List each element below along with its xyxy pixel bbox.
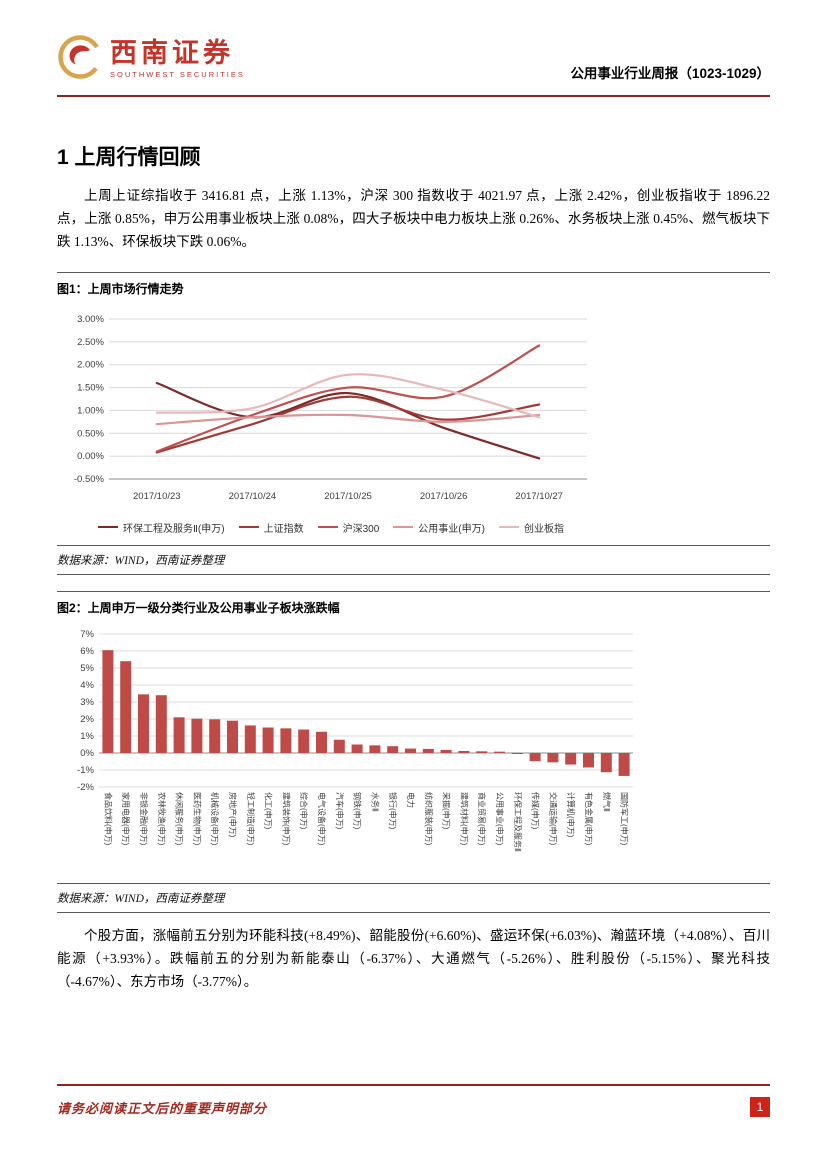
report-title: 公用事业行业周报（1023-1029）: [570, 66, 770, 81]
stock-movers-paragraph: 个股方面，涨幅前五分别为环能科技(+8.49%)、韶能股份(+6.60%)、盛运…: [57, 927, 770, 989]
legend-line-swatch: [317, 526, 338, 529]
chart-legend: 环保工程及服务Ⅱ(申万) 上证指数 沪深300 公用事业(申万) 创业板指: [61, 514, 601, 545]
svg-text:建筑材料(申万): 建筑材料(申万): [459, 792, 469, 846]
svg-text:2017/10/23: 2017/10/23: [133, 491, 181, 502]
svg-text:建筑装饰(申万): 建筑装饰(申万): [281, 792, 291, 846]
svg-text:1%: 1%: [80, 731, 94, 742]
svg-text:轻工制造(申万): 轻工制造(申万): [246, 792, 256, 846]
company-logo: 西南证券 SOUTHWEST SECURITIES: [57, 34, 245, 85]
svg-text:农林牧渔(申万): 农林牧渔(申万): [157, 792, 167, 846]
svg-text:6%: 6%: [80, 646, 94, 657]
svg-text:-2%: -2%: [77, 782, 94, 793]
legend-line-swatch: [498, 526, 519, 529]
svg-text:2.00%: 2.00%: [77, 360, 104, 371]
svg-text:公用事业(申万): 公用事业(申万): [495, 792, 505, 846]
section-heading: 1 上周行情回顾: [57, 146, 201, 169]
svg-text:汽车(申万): 汽车(申万): [335, 792, 345, 830]
svg-text:商业贸易(申万): 商业贸易(申万): [477, 792, 487, 846]
svg-text:食品饮料(申万): 食品饮料(申万): [103, 792, 113, 846]
figure-1-source-note: 数据来源：WIND，西南证券整理: [57, 544, 770, 575]
figure-1: 图1：上周市场行情走势 3.00% 2.50% 2.00% 1.50% 1.00% 0.5…: [57, 271, 770, 575]
svg-text:5%: 5%: [80, 663, 94, 674]
svg-text:2%: 2%: [80, 714, 94, 725]
legend-item: 上证指数: [238, 520, 304, 535]
svg-text:-1%: -1%: [77, 765, 94, 776]
svg-text:医药生物(申万): 医药生物(申万): [192, 792, 202, 846]
svg-text:机械设备(申万): 机械设备(申万): [210, 792, 220, 846]
legend-line-swatch: [238, 526, 259, 529]
svg-text:1.50%: 1.50%: [77, 382, 104, 393]
svg-text:-0.50%: -0.50%: [74, 474, 105, 485]
svg-text:0.50%: 0.50%: [77, 428, 104, 439]
logo-cn-text: 西南证券: [110, 38, 234, 69]
svg-text:国防军工(申万): 国防军工(申万): [620, 792, 630, 846]
legend-item: 环保工程及服务Ⅱ(申万): [98, 520, 225, 535]
svg-text:2017/10/26: 2017/10/26: [420, 491, 468, 502]
svg-text:非银金融(申万): 非银金融(申万): [139, 792, 149, 846]
market-trend-line-chart: 3.00% 2.50% 2.00% 1.50% 1.00% 0.50% 0.00% -0.50…: [74, 314, 587, 502]
svg-text:3.00%: 3.00%: [77, 314, 104, 325]
legend-line-swatch: [393, 526, 414, 529]
svg-text:2.50%: 2.50%: [77, 337, 104, 348]
svg-text:钢铁(申万): 钢铁(申万): [353, 792, 363, 830]
logo-en-text: SOUTHWEST SECURITIES: [110, 70, 245, 80]
figure-1-title: 图1：上周市场行情走势: [57, 281, 184, 296]
svg-text:房地产(申万): 房地产(申万): [228, 792, 238, 838]
page-header: 西南证券 SOUTHWEST SECURITIES 公用事业行业周报（1023-…: [57, 0, 770, 97]
svg-text:电气设备(申万): 电气设备(申万): [317, 792, 327, 846]
legend-label: 公用事业(申万): [418, 523, 485, 535]
svg-text:7%: 7%: [80, 629, 94, 640]
svg-text:1.00%: 1.00%: [77, 405, 104, 416]
legend-label: 创业板指: [523, 523, 564, 535]
svg-text:2017/10/25: 2017/10/25: [324, 491, 372, 502]
logo-swirl-icon: [57, 34, 103, 85]
svg-text:传媒(申万): 传媒(申万): [531, 792, 541, 830]
industry-change-bar-chart: 7% 6% 5% 4% 3% 2% 1% 0% -1% -2% 食品饮料(申万) 家用电器(申万) 非银…: [77, 629, 633, 852]
market-summary-paragraph: 上周上证综指收于 3416.81 点，上涨 1.13%，沪深 300 指数收于 …: [57, 188, 770, 249]
figure-2: 图2：上周申万一级分类行业及公用事业子板块涨跌幅 7% 6% 5% 4% 3% 2% 1% 0…: [57, 590, 770, 913]
svg-text:电力: 电力: [406, 792, 416, 808]
svg-text:2017/10/24: 2017/10/24: [229, 491, 277, 502]
svg-text:纺织服装(申万): 纺织服装(申万): [424, 792, 434, 846]
svg-text:银行(申万): 银行(申万): [388, 792, 398, 830]
legend-label: 环保工程及服务Ⅱ(申万): [123, 523, 225, 535]
legend-item: 沪深300: [317, 520, 380, 535]
svg-text:2017/10/27: 2017/10/27: [515, 491, 563, 502]
svg-text:4%: 4%: [80, 680, 94, 691]
svg-text:3%: 3%: [80, 697, 94, 708]
page-footer: 请务必阅读正文后的重要声明部分 1: [57, 1084, 770, 1117]
svg-text:计算机(申万): 计算机(申万): [566, 792, 576, 838]
svg-text:燃气Ⅱ: 燃气Ⅱ: [602, 792, 612, 812]
legend-label: 沪深300: [342, 523, 380, 535]
figure-2-source-note: 数据来源：WIND，西南证券整理: [57, 882, 770, 913]
svg-text:交通运输(申万): 交通运输(申万): [548, 792, 558, 846]
svg-text:家用电器(申万): 家用电器(申万): [121, 792, 131, 846]
page-number-badge: 1: [750, 1097, 770, 1117]
legend-item: 创业板指: [498, 520, 564, 535]
legend-line-swatch: [98, 526, 119, 529]
svg-text:有色金属(申万): 有色金属(申万): [584, 792, 594, 846]
legend-item: 公用事业(申万): [393, 520, 485, 535]
svg-text:水务Ⅱ: 水务Ⅱ: [370, 792, 380, 812]
svg-text:化工(申万): 化工(申万): [264, 792, 274, 830]
svg-text:0%: 0%: [80, 748, 94, 759]
svg-text:环保工程及服务Ⅱ: 环保工程及服务Ⅱ: [513, 792, 523, 852]
svg-text:采掘(申万): 采掘(申万): [442, 792, 452, 830]
svg-text:休闲服务(申万): 休闲服务(申万): [175, 792, 185, 846]
footer-disclaimer: 请务必阅读正文后的重要声明部分: [57, 1100, 268, 1116]
svg-text:0.00%: 0.00%: [77, 451, 104, 462]
svg-text:综合(申万): 综合(申万): [299, 792, 309, 830]
legend-label: 上证指数: [263, 523, 304, 535]
figure-2-title: 图2：上周申万一级分类行业及公用事业子板块涨跌幅: [57, 600, 340, 615]
